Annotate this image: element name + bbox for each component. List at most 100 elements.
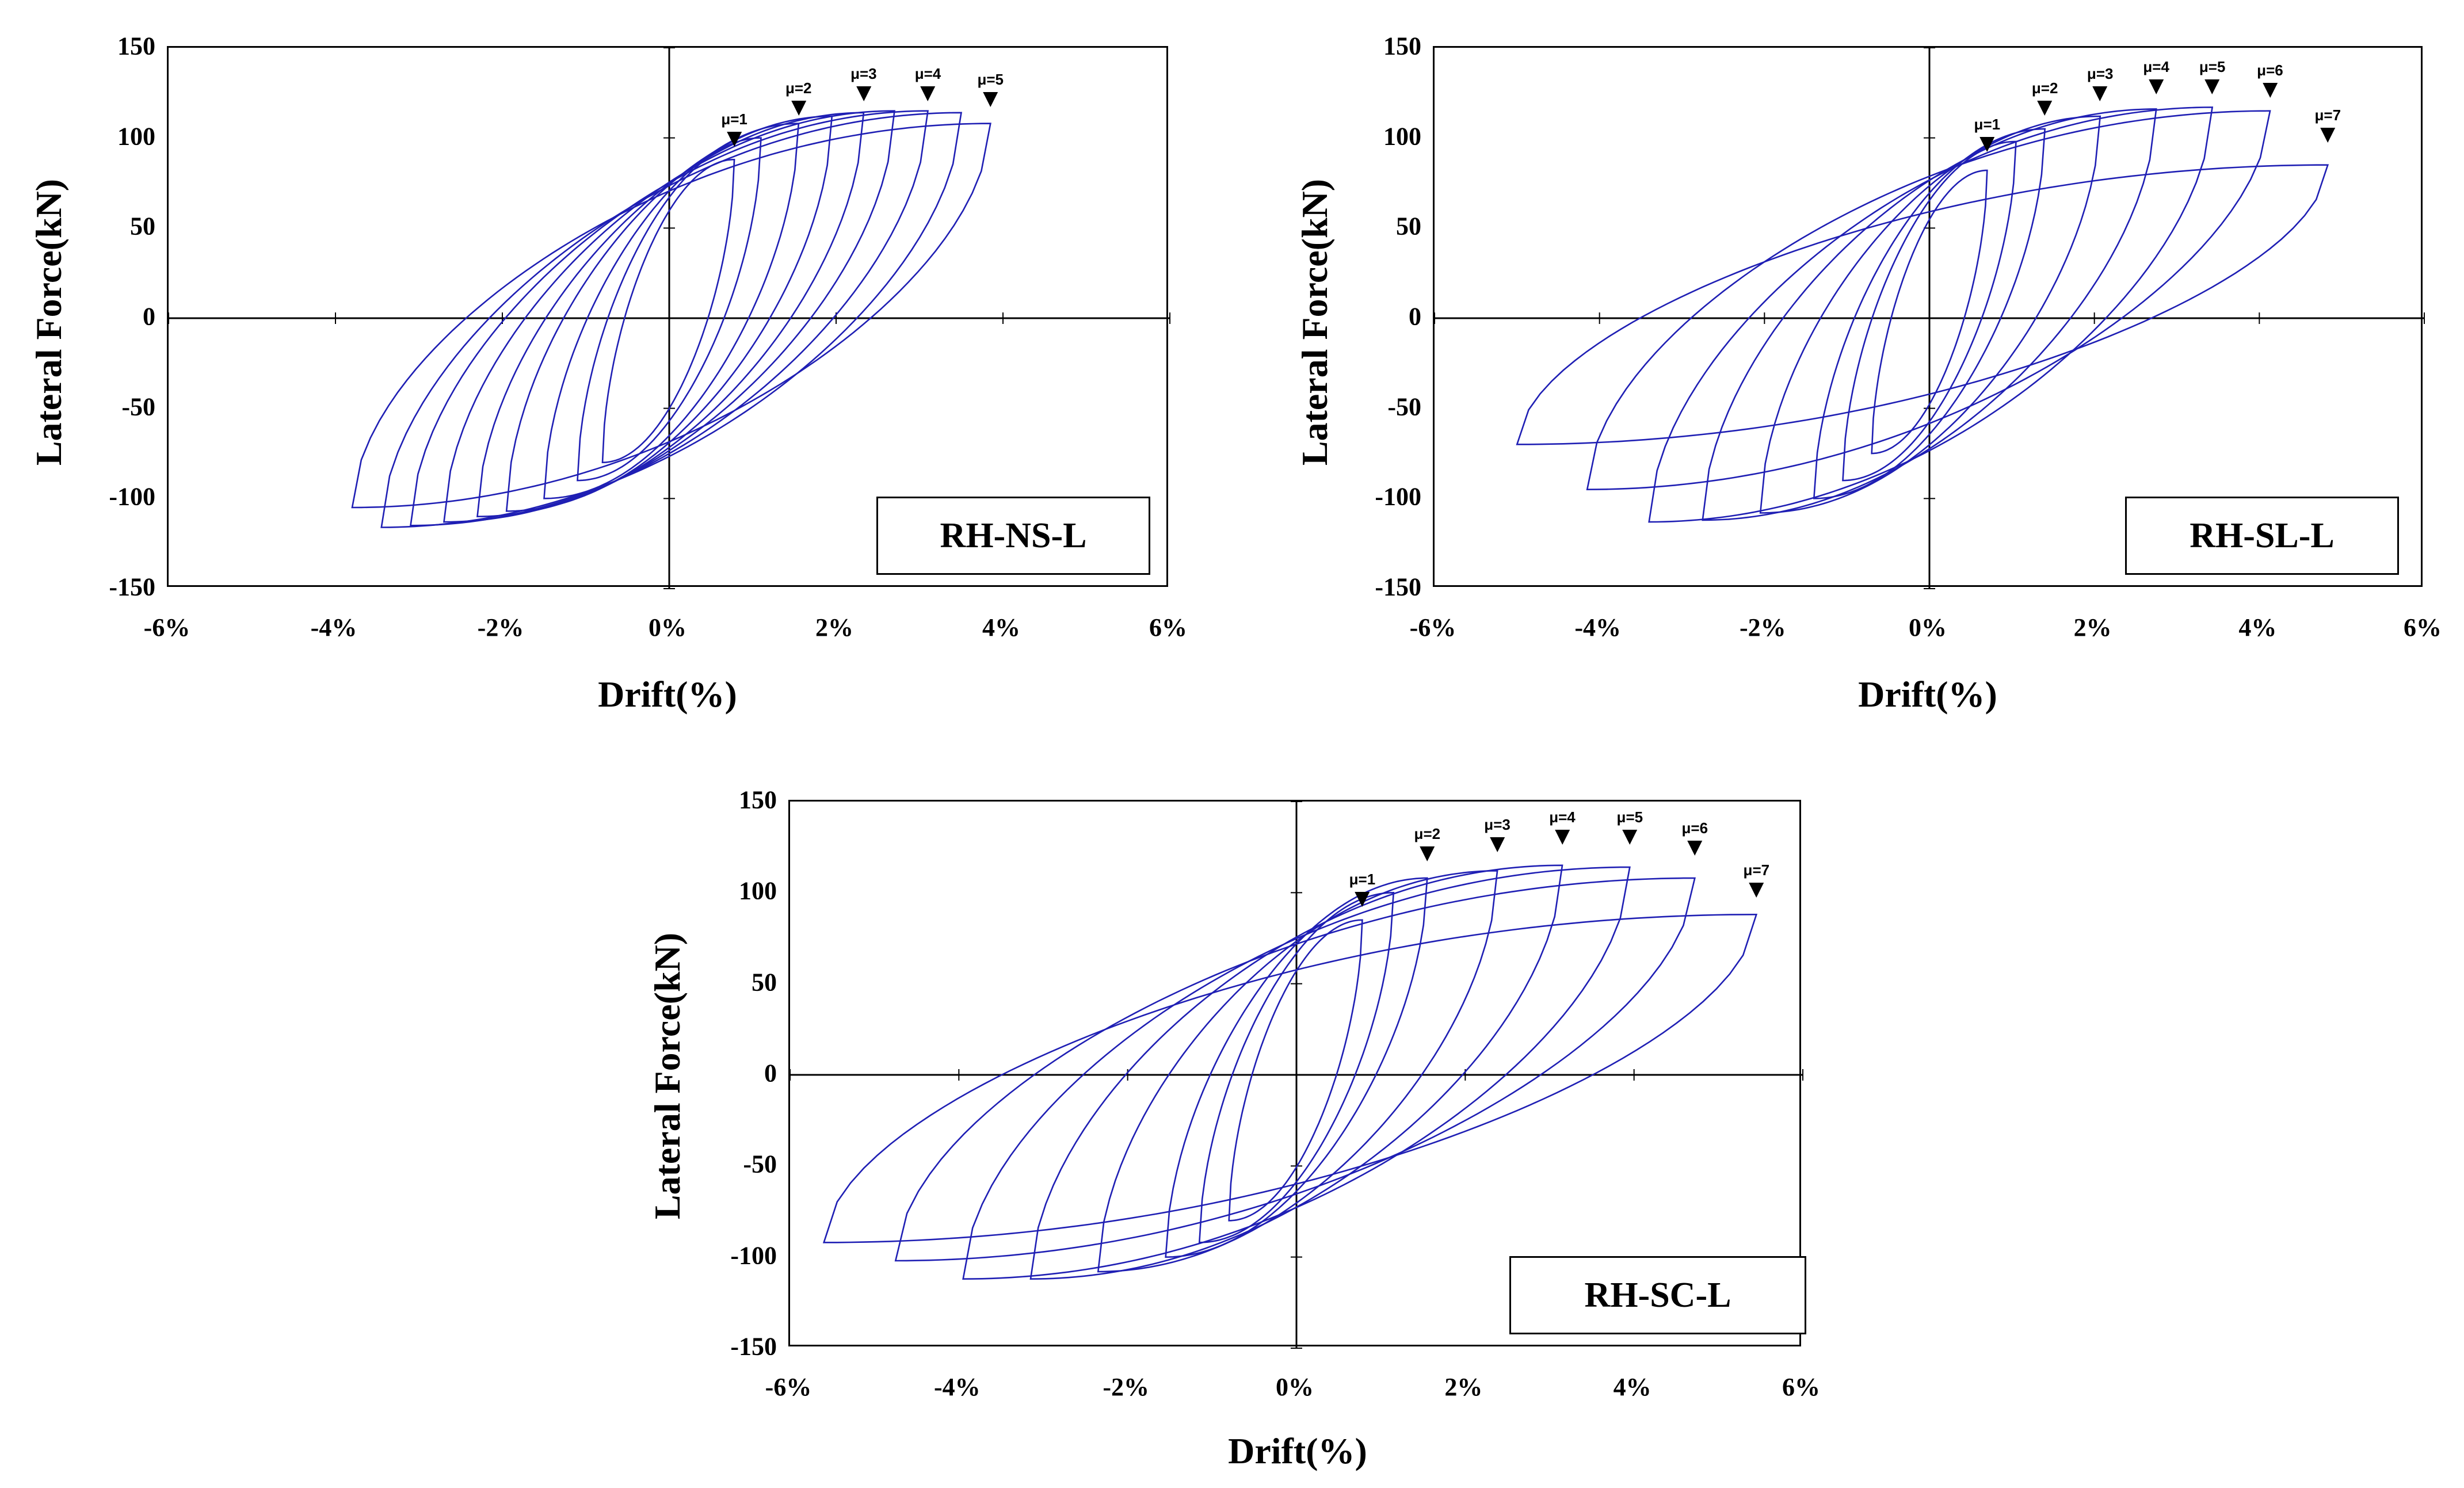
hysteresis-loop-5 bbox=[1702, 108, 2157, 521]
y-tick-label: -100 bbox=[109, 482, 155, 511]
down-arrow-icon bbox=[727, 131, 742, 147]
chart-panel-rh-ns-l: Lateral Force(kN) Drift(%) RH-NS-L μ=1 μ=… bbox=[0, 0, 1237, 737]
y-axis-label: Lateral Force(kN) bbox=[28, 178, 69, 466]
down-arrow-icon bbox=[983, 91, 998, 107]
x-axis-label: Drift(%) bbox=[1858, 674, 1997, 715]
y-tick-label: 0 bbox=[143, 302, 155, 331]
hysteresis-loop-2 bbox=[1198, 891, 1395, 1243]
hysteresis-loop-8 bbox=[1516, 164, 2329, 445]
hysteresis-loop-1 bbox=[1871, 169, 1988, 455]
x-tick-label: -4% bbox=[1574, 613, 1621, 642]
down-arrow-icon bbox=[1355, 892, 1370, 907]
x-tick-label: 2% bbox=[2073, 613, 2112, 642]
x-tick-label: 4% bbox=[2238, 613, 2277, 642]
x-tick-label: 0% bbox=[1909, 613, 1947, 642]
plot-area: RH-SL-L μ=1 μ=2 μ=3 μ=4 μ=5 μ=6 μ=7 bbox=[1433, 46, 2425, 589]
x-axis-label: Drift(%) bbox=[1228, 1430, 1367, 1471]
ductility-marker: μ=1 bbox=[1349, 871, 1375, 907]
x-tick-label: -4% bbox=[934, 1373, 981, 1401]
hysteresis-plot bbox=[789, 801, 1803, 1349]
ductility-marker-label: μ=3 bbox=[2087, 65, 2114, 83]
ductility-marker-label: μ=3 bbox=[850, 65, 877, 83]
x-tick-label: 4% bbox=[982, 613, 1020, 642]
ductility-marker-label: μ=5 bbox=[2199, 58, 2226, 75]
specimen-label: RH-NS-L bbox=[876, 497, 1150, 575]
y-tick-label: -50 bbox=[743, 1150, 777, 1178]
ductility-marker-label: μ=1 bbox=[1974, 116, 2001, 133]
hysteresis-loop-1 bbox=[1228, 919, 1363, 1222]
ductility-marker-label: μ=2 bbox=[785, 79, 812, 97]
ductility-marker-label: μ=2 bbox=[2031, 79, 2058, 97]
down-arrow-icon bbox=[791, 101, 806, 116]
ductility-marker-label: μ=5 bbox=[977, 70, 1004, 88]
down-arrow-icon bbox=[1622, 830, 1638, 845]
hysteresis-loop-6 bbox=[443, 110, 895, 523]
y-axis-label: Lateral Force(kN) bbox=[647, 932, 688, 1220]
down-arrow-icon bbox=[1490, 837, 1505, 852]
hysteresis-loop-3 bbox=[543, 123, 800, 499]
ductility-marker-label: μ=7 bbox=[1743, 861, 1770, 879]
chart-panel-rh-sl-l: Lateral Force(kN) Drift(%) RH-SL-L μ=1 μ=… bbox=[1254, 0, 2464, 737]
y-tick-label: -150 bbox=[1375, 573, 1421, 601]
ductility-marker-label: μ=1 bbox=[721, 110, 747, 128]
ductility-marker: μ=2 bbox=[2032, 79, 2058, 116]
ductility-marker-label: μ=6 bbox=[2257, 62, 2283, 79]
down-arrow-icon bbox=[856, 86, 871, 102]
ductility-marker-label: μ=7 bbox=[2314, 106, 2341, 124]
x-tick-label: 6% bbox=[1149, 613, 1187, 642]
ductility-marker: μ=3 bbox=[850, 65, 877, 102]
down-arrow-icon bbox=[1420, 846, 1435, 861]
hysteresis-plot bbox=[168, 47, 1170, 589]
x-tick-label: -6% bbox=[765, 1373, 812, 1401]
ductility-marker: μ=5 bbox=[1617, 808, 1643, 845]
hysteresis-loop-9 bbox=[351, 123, 991, 509]
ductility-marker-label: μ=5 bbox=[1616, 808, 1643, 826]
y-tick-label: 150 bbox=[739, 785, 777, 814]
hysteresis-loop-5 bbox=[1029, 864, 1563, 1280]
hysteresis-loop-3 bbox=[1165, 877, 1428, 1258]
y-tick-label: 150 bbox=[1383, 32, 1421, 60]
x-tick-label: 6% bbox=[1782, 1373, 1820, 1401]
hysteresis-loop-4 bbox=[1097, 869, 1498, 1273]
down-arrow-icon bbox=[1749, 883, 1764, 898]
hysteresis-loop-6 bbox=[962, 866, 1631, 1280]
hysteresis-loop-3 bbox=[1813, 128, 2046, 499]
x-tick-label: 2% bbox=[1444, 1373, 1483, 1401]
ductility-marker: μ=1 bbox=[721, 110, 747, 147]
y-tick-label: 150 bbox=[117, 32, 155, 60]
ductility-marker: μ=3 bbox=[1484, 816, 1511, 852]
down-arrow-icon bbox=[2149, 79, 2164, 94]
y-tick-label: -50 bbox=[121, 392, 155, 421]
hysteresis-loop-7 bbox=[894, 877, 1696, 1262]
y-tick-label: 50 bbox=[1396, 212, 1421, 241]
ductility-marker: μ=2 bbox=[785, 79, 812, 116]
y-tick-label: 0 bbox=[1409, 302, 1421, 331]
down-arrow-icon bbox=[1979, 137, 1995, 152]
ductility-marker: μ=4 bbox=[1549, 808, 1576, 845]
ductility-marker: μ=3 bbox=[2087, 65, 2114, 102]
y-tick-label: -100 bbox=[1375, 482, 1421, 511]
ductility-marker: μ=7 bbox=[1743, 861, 1770, 898]
ductility-marker: μ=6 bbox=[1681, 819, 1708, 856]
y-tick-label: 100 bbox=[1383, 122, 1421, 151]
hysteresis-loop-6 bbox=[1648, 106, 2214, 523]
ductility-marker: μ=4 bbox=[2143, 58, 2169, 94]
x-tick-label: -6% bbox=[143, 613, 190, 642]
y-tick-label: 100 bbox=[739, 876, 777, 905]
x-tick-label: -2% bbox=[1103, 1373, 1149, 1401]
ductility-marker: μ=4 bbox=[915, 65, 941, 102]
x-axis-label: Drift(%) bbox=[598, 674, 737, 715]
x-tick-label: -6% bbox=[1409, 613, 1456, 642]
down-arrow-icon bbox=[1555, 830, 1570, 845]
y-tick-label: 100 bbox=[117, 122, 155, 151]
hysteresis-plot bbox=[1434, 47, 2425, 589]
specimen-label: RH-SC-L bbox=[1509, 1256, 1806, 1334]
x-tick-label: -2% bbox=[1740, 613, 1786, 642]
ductility-marker-label: μ=3 bbox=[1484, 816, 1511, 833]
down-arrow-icon bbox=[2320, 128, 2336, 143]
ductility-marker: μ=1 bbox=[1974, 116, 2001, 152]
x-tick-label: 0% bbox=[1276, 1373, 1314, 1401]
down-arrow-icon bbox=[2262, 83, 2278, 98]
y-tick-label: 0 bbox=[764, 1059, 777, 1088]
ductility-marker: μ=2 bbox=[1414, 825, 1440, 861]
